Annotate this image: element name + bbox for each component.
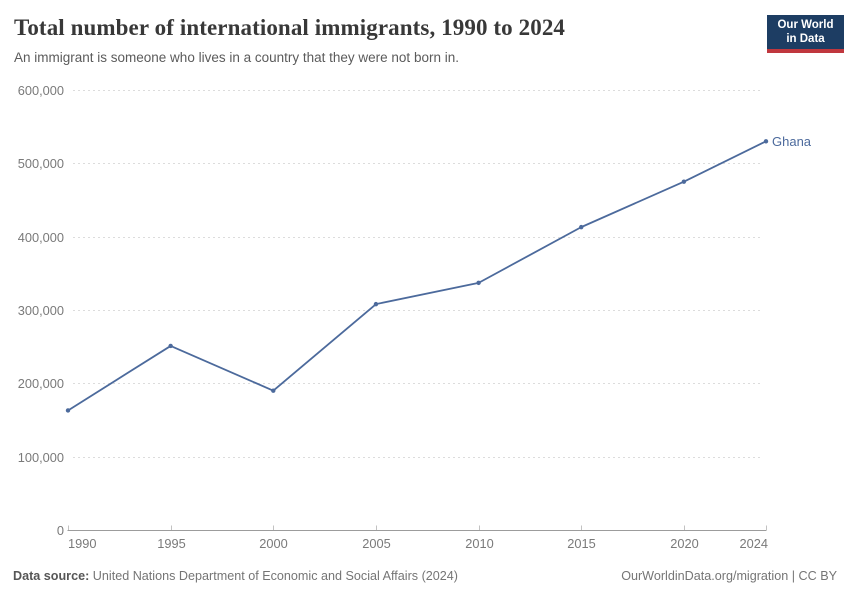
series-line [67, 140, 767, 412]
y-tick-label: 300,000 [18, 303, 64, 318]
chart-header: Total number of international immigrants… [14, 14, 750, 66]
x-tick-label: 1995 [157, 536, 185, 551]
x-tick-label: 1990 [68, 536, 96, 551]
y-tick-label: 400,000 [18, 230, 64, 245]
y-tick-label: 0 [57, 523, 64, 538]
data-point [271, 388, 276, 393]
series-end-label: Ghana [772, 134, 812, 149]
data-source-text: United Nations Department of Economic an… [92, 569, 458, 583]
x-tick-label: 2010 [465, 536, 493, 551]
x-tick-label: 2015 [567, 536, 595, 551]
data-point [681, 179, 687, 184]
footer-credit-link[interactable]: OurWorldinData.org/migration | CC BY [621, 569, 837, 583]
y-tick-label: 600,000 [18, 83, 64, 98]
x-tick-label: 2020 [670, 536, 698, 551]
chart-title: Total number of international immigrants… [14, 15, 566, 40]
data-source: Data source: United Nations Department o… [13, 569, 458, 583]
y-tick-label: 100,000 [18, 450, 64, 465]
x-tick-label: 2024 [740, 536, 768, 551]
x-tick-label: 2005 [362, 536, 390, 551]
y-tick-label: 500,000 [18, 156, 64, 171]
y-tick-label: 200,000 [18, 376, 64, 391]
data-source-label: Data source: [13, 569, 90, 583]
chart-subtitle: An immigrant is someone who lives in a c… [14, 49, 459, 65]
data-point [65, 408, 71, 413]
logo-line1: Our World [777, 19, 834, 31]
data-point [373, 301, 379, 307]
logo-line2: in Data [786, 32, 825, 45]
data-point [579, 224, 584, 230]
data-point [476, 280, 481, 286]
chart-footer: Data source: United Nations Department o… [13, 569, 837, 583]
data-point [168, 343, 173, 349]
x-tick-label: 2000 [259, 536, 287, 551]
data-point [763, 139, 769, 144]
owid-logo: Our World in Data [767, 15, 844, 53]
